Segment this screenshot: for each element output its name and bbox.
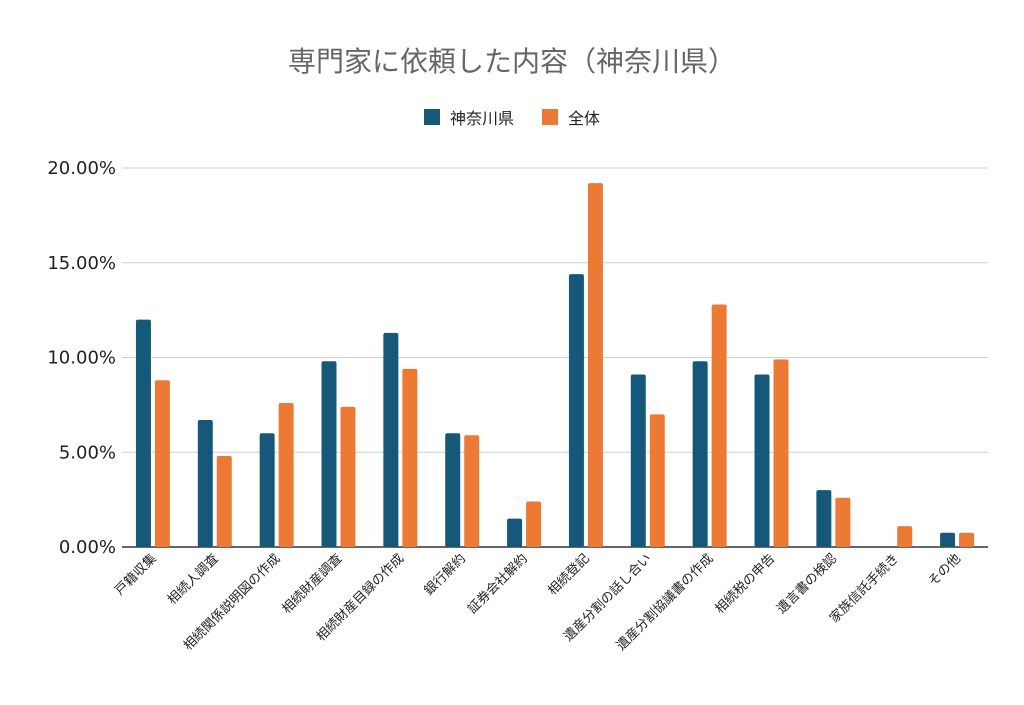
bar-kanagawa <box>321 361 337 547</box>
bar-total <box>587 183 603 547</box>
bar-kanagawa <box>568 274 584 547</box>
legend-item-total: 全体 <box>542 105 600 129</box>
bar-kanagawa <box>816 490 832 547</box>
bar-total <box>402 368 418 547</box>
x-tick-label: 相続登記 <box>545 551 593 599</box>
bar-kanagawa <box>940 532 956 547</box>
bar-total <box>216 456 232 547</box>
bar-total <box>649 414 665 547</box>
x-tick-label: 相続人調査 <box>165 551 222 608</box>
y-tick-label: 10.00% <box>47 348 116 369</box>
bar-total <box>897 526 913 547</box>
legend: 神奈川県 全体 <box>0 105 1024 129</box>
bar-kanagawa <box>259 433 275 547</box>
bar-total <box>464 435 480 547</box>
legend-swatch-total <box>542 109 558 125</box>
bar-total <box>154 380 170 547</box>
x-tick-label: その他 <box>926 551 964 589</box>
bar-kanagawa <box>754 374 770 547</box>
legend-label-total: 全体 <box>568 109 601 128</box>
legend-item-kanagawa: 神奈川県 <box>423 105 514 129</box>
bar-kanagawa <box>507 518 523 547</box>
x-tick-label: 相続財産調査 <box>279 551 345 617</box>
y-tick-label: 15.00% <box>47 253 116 274</box>
chart-title: 専門家に依頼した内容（神奈川県） <box>287 45 736 78</box>
bar-kanagawa <box>135 319 151 547</box>
bar-total <box>278 402 294 547</box>
bar-total <box>835 497 851 547</box>
legend-swatch-kanagawa <box>423 109 440 125</box>
x-tick-label: 遺言書の検認 <box>774 551 840 617</box>
legend-label-kanagawa: 神奈川県 <box>449 109 514 128</box>
y-tick-label: 5.00% <box>59 442 116 463</box>
x-tick-label: 証券会社解約 <box>464 551 530 617</box>
bar-kanagawa <box>692 361 708 547</box>
y-tick-label: 0.00% <box>59 537 116 558</box>
bar-kanagawa <box>445 433 461 547</box>
bar-kanagawa <box>383 332 399 547</box>
x-tick-label: 戸籍収集 <box>112 551 160 599</box>
bar-total <box>959 532 975 547</box>
bar-total <box>773 359 789 547</box>
bar-kanagawa <box>197 420 213 547</box>
y-tick-label: 20.00% <box>47 158 116 179</box>
bar-total <box>340 406 356 547</box>
x-tick-label: 銀行解約 <box>422 551 469 598</box>
bar-total <box>526 501 542 547</box>
bar-total <box>711 304 727 547</box>
bar-kanagawa <box>630 374 646 547</box>
x-tick-label: 相続税の申告 <box>713 551 779 617</box>
